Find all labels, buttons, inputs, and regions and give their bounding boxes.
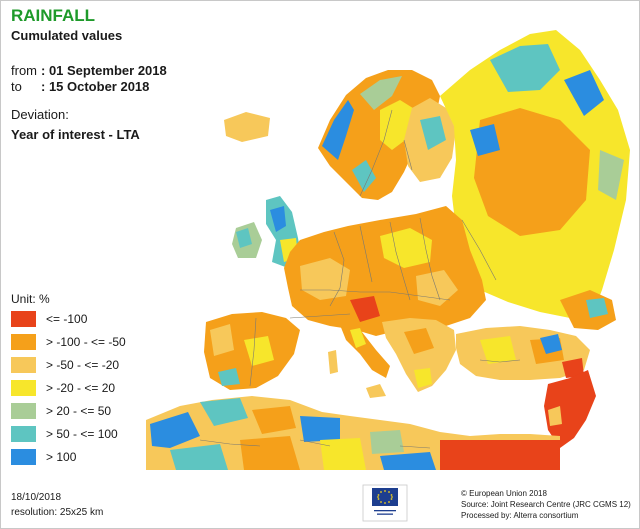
deviation-label: Deviation: xyxy=(11,107,69,122)
to-value: : 15 October 2018 xyxy=(41,79,150,94)
country-borders xyxy=(199,109,521,449)
legend-swatch xyxy=(11,311,36,327)
processed-by-text: Processed by: Alterra consortium xyxy=(461,511,579,520)
legend-swatch xyxy=(11,334,36,350)
from-row: from : 01 September 2018 xyxy=(11,63,167,78)
legend-unit: Unit: % xyxy=(11,292,50,306)
sardinia-region xyxy=(328,350,338,374)
legend-label: > -100 - <= -50 xyxy=(46,335,126,349)
legend-item: > 20 - <= 50 xyxy=(11,402,111,420)
to-row: to : 15 October 2018 xyxy=(11,79,149,94)
legend-label: > 100 xyxy=(46,450,77,464)
resolution-text: resolution: 25x25 km xyxy=(11,507,104,518)
balkans-region xyxy=(382,318,456,392)
from-value: : 01 September 2018 xyxy=(41,63,167,78)
legend-label: > -20 - <= 20 xyxy=(46,381,116,395)
legend-swatch xyxy=(11,380,36,396)
legend-item: > 50 - <= 100 xyxy=(11,425,118,443)
iceland-region xyxy=(224,112,270,142)
legend-label: <= -100 xyxy=(46,312,88,326)
from-label: from xyxy=(11,63,37,78)
european-commission-logo xyxy=(362,484,408,522)
legend-swatch xyxy=(11,426,36,442)
legend-item: > 100 xyxy=(11,448,76,466)
legend-label: > -50 - <= -20 xyxy=(46,358,120,372)
issue-date: 18/10/2018 xyxy=(11,492,62,503)
legend-swatch xyxy=(11,357,36,373)
legend-label: > 50 - <= 100 xyxy=(46,427,118,441)
middle-east-region xyxy=(544,370,596,448)
to-label: to xyxy=(11,79,22,94)
source-text: Source: Joint Research Centre (JRC CGMS … xyxy=(461,500,631,509)
deviation-value: Year of interest - LTA xyxy=(11,127,140,142)
map-subtitle: Cumulated values xyxy=(11,28,123,43)
legend-label: > 20 - <= 50 xyxy=(46,404,112,418)
legend-swatch xyxy=(11,403,36,419)
copyright-text: © European Union 2018 xyxy=(461,489,547,498)
map-title: RAINFALL xyxy=(11,6,96,25)
legend-swatch xyxy=(11,449,36,465)
legend-item: <= -100 xyxy=(11,310,87,328)
legend-item: > -50 - <= -20 xyxy=(11,356,119,374)
legend-item: > -100 - <= -50 xyxy=(11,333,126,351)
legend-item: > -20 - <= 20 xyxy=(11,379,115,397)
credits-block: © European Union 2018 Source: Joint Rese… xyxy=(461,488,631,521)
